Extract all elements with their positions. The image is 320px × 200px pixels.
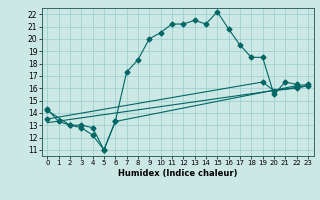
X-axis label: Humidex (Indice chaleur): Humidex (Indice chaleur) — [118, 169, 237, 178]
